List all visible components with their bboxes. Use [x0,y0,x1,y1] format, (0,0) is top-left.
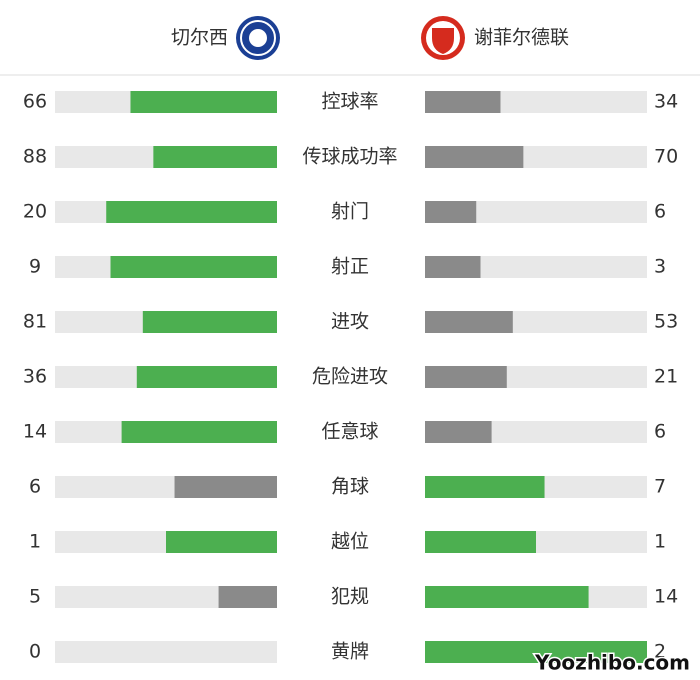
home-bar [174,476,277,498]
away-value: 53 [654,311,678,333]
away-track [425,201,647,223]
home-track [55,641,277,663]
stat-label: 犯规 [331,586,369,608]
home-value: 36 [23,366,47,388]
away-bar [425,256,481,278]
away-value: 7 [654,476,666,498]
away-bar [425,476,545,498]
away-team-name: 谢菲尔德联 [474,27,569,49]
away-bar [425,311,513,333]
away-value: 3 [654,256,666,278]
home-bar [121,421,277,443]
away-bar [425,586,589,608]
home-bar [218,586,277,608]
home-value: 66 [23,91,47,113]
away-bar [425,421,492,443]
away-bar [425,531,536,553]
away-value: 14 [654,586,678,608]
home-bar [106,201,277,223]
stat-label: 射门 [331,201,369,223]
away-value: 34 [654,91,678,113]
away-bar [425,366,507,388]
home-value: 9 [29,256,41,278]
stat-label: 射正 [331,256,369,278]
stat-label: 角球 [331,476,369,498]
home-value: 1 [29,531,41,553]
away-bar [425,91,501,113]
home-value: 14 [23,421,47,443]
away-value: 6 [654,421,666,443]
home-value: 88 [23,146,47,168]
home-bar [110,256,277,278]
away-value: 6 [654,201,666,223]
stat-label: 任意球 [321,421,378,443]
home-logo [236,16,280,60]
stat-label: 越位 [331,531,369,553]
stat-label: 控球率 [321,91,378,113]
stat-label: 黄牌 [331,641,369,663]
home-value: 20 [23,201,47,223]
home-value: 81 [23,311,47,333]
home-bar [153,146,277,168]
home-value: 6 [29,476,41,498]
home-value: 5 [29,586,41,608]
watermark: Yoozhibo.com [534,651,690,675]
stat-label: 危险进攻 [312,366,388,388]
away-bar [425,146,524,168]
away-logo [421,16,465,60]
home-team-name: 切尔西 [171,27,228,49]
away-bar [425,201,477,223]
stat-label: 进攻 [331,311,369,333]
away-value: 2 [654,641,666,663]
stat-label: 传球成功率 [302,146,397,168]
home-bar [130,91,277,113]
away-value: 1 [654,531,666,553]
away-bar [425,641,647,663]
away-value: 70 [654,146,678,168]
home-bar [166,531,277,553]
home-bar [142,311,277,333]
home-bar [136,366,277,388]
away-value: 21 [654,366,678,388]
home-value: 0 [29,641,41,663]
